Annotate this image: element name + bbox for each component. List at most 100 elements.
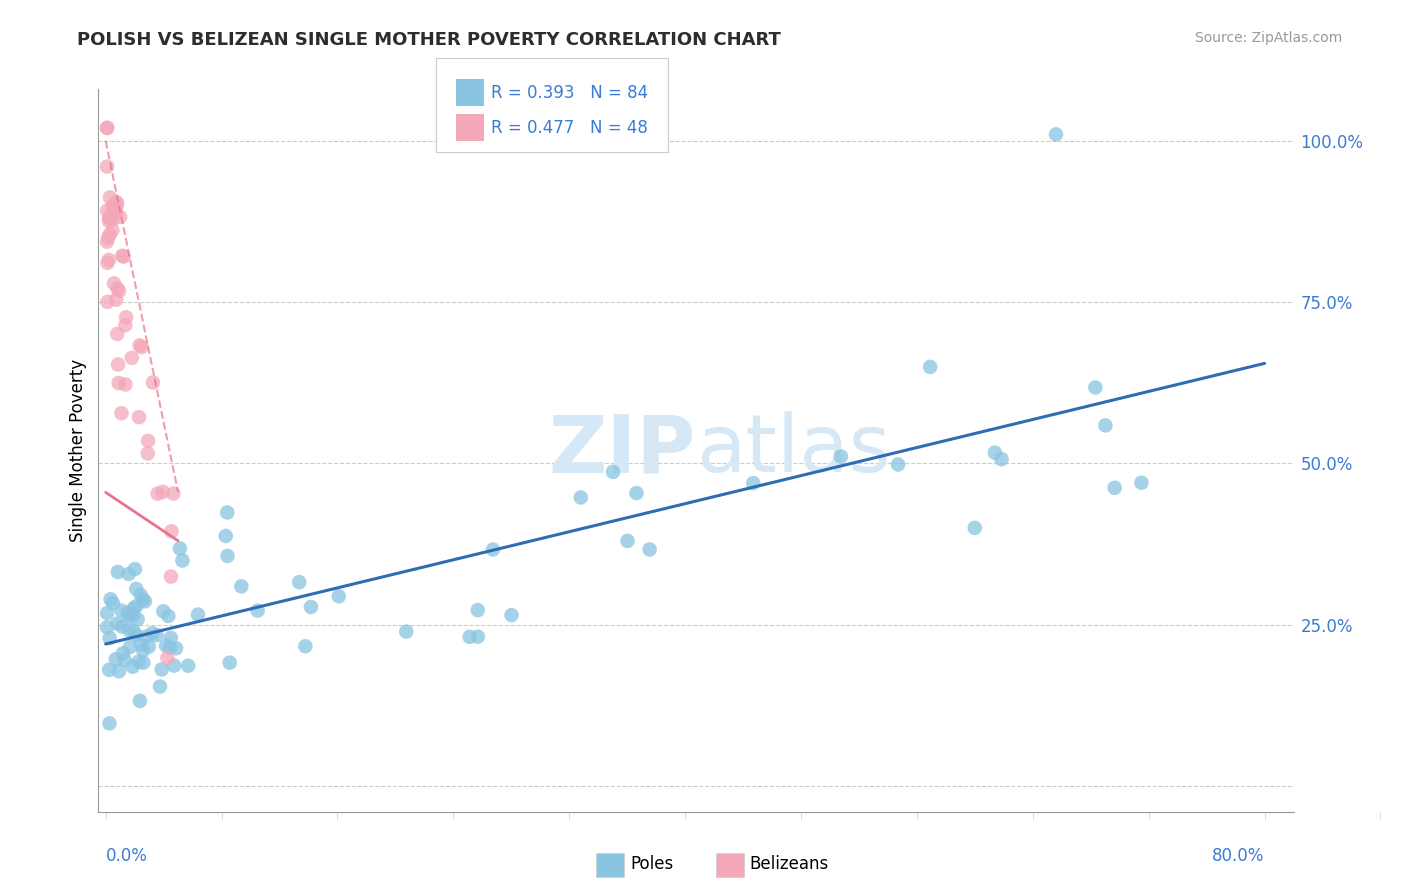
- Point: [132, 643, 155, 657]
- Point: [1045, 128, 1067, 142]
- Point: [288, 575, 311, 590]
- Point: [136, 434, 159, 448]
- Point: [105, 195, 128, 210]
- Point: [134, 594, 156, 608]
- Point: [742, 476, 765, 491]
- Point: [328, 590, 350, 604]
- Point: [467, 603, 489, 617]
- Point: [231, 579, 253, 593]
- Point: [98, 227, 121, 242]
- Point: [984, 445, 1007, 459]
- Point: [124, 562, 146, 576]
- Point: [172, 553, 194, 567]
- Point: [1130, 475, 1153, 490]
- Text: 0.0%: 0.0%: [105, 847, 148, 865]
- Point: [115, 310, 138, 325]
- Point: [96, 120, 118, 135]
- Y-axis label: Single Mother Poverty: Single Mother Poverty: [69, 359, 87, 542]
- Point: [121, 351, 143, 365]
- Point: [152, 604, 174, 618]
- Point: [482, 542, 505, 557]
- Point: [96, 256, 118, 270]
- Point: [169, 541, 191, 556]
- Point: [117, 606, 139, 620]
- Point: [138, 640, 160, 654]
- Point: [105, 616, 128, 631]
- Point: [101, 213, 124, 227]
- Point: [132, 592, 155, 607]
- Point: [299, 599, 322, 614]
- Point: [96, 606, 118, 620]
- Point: [1104, 481, 1126, 495]
- Point: [131, 340, 153, 354]
- Point: [127, 612, 149, 626]
- Point: [112, 250, 135, 264]
- Point: [98, 210, 121, 224]
- Point: [105, 293, 128, 307]
- Point: [162, 486, 184, 500]
- Point: [125, 582, 148, 596]
- Point: [149, 680, 172, 694]
- Point: [1084, 380, 1107, 394]
- Point: [105, 202, 128, 216]
- Point: [616, 533, 638, 548]
- Point: [160, 631, 183, 645]
- Point: [101, 596, 124, 610]
- Point: [395, 624, 418, 639]
- Point: [97, 214, 120, 228]
- Point: [990, 452, 1012, 467]
- Point: [101, 198, 124, 212]
- Point: [100, 592, 122, 607]
- Point: [98, 716, 121, 731]
- Point: [114, 318, 136, 332]
- Point: [96, 120, 118, 135]
- Point: [96, 203, 118, 218]
- Point: [110, 406, 132, 420]
- Point: [501, 608, 523, 623]
- Point: [128, 410, 150, 425]
- Point: [118, 640, 141, 654]
- Point: [107, 376, 129, 390]
- Point: [111, 619, 134, 633]
- Point: [160, 569, 183, 583]
- Point: [111, 249, 134, 263]
- Point: [125, 599, 148, 614]
- Point: [458, 630, 481, 644]
- Text: POLISH VS BELIZEAN SINGLE MOTHER POVERTY CORRELATION CHART: POLISH VS BELIZEAN SINGLE MOTHER POVERTY…: [77, 31, 782, 49]
- Point: [146, 486, 169, 500]
- Text: Source: ZipAtlas.com: Source: ZipAtlas.com: [1195, 31, 1343, 45]
- Point: [217, 549, 239, 563]
- Point: [111, 646, 134, 660]
- Point: [122, 601, 145, 615]
- Point: [104, 206, 127, 220]
- Point: [96, 160, 118, 174]
- Text: Belizeans: Belizeans: [749, 855, 828, 873]
- Text: R = 0.393   N = 84: R = 0.393 N = 84: [491, 84, 648, 102]
- Point: [105, 326, 128, 341]
- Point: [110, 604, 132, 618]
- Point: [152, 484, 174, 499]
- Point: [887, 458, 910, 472]
- Point: [218, 656, 240, 670]
- Point: [163, 658, 186, 673]
- Point: [128, 694, 150, 708]
- Point: [217, 506, 239, 520]
- Point: [136, 446, 159, 460]
- Point: [830, 450, 852, 464]
- Point: [128, 655, 150, 669]
- Point: [141, 626, 163, 640]
- Text: R = 0.477   N = 48: R = 0.477 N = 48: [491, 119, 648, 136]
- Text: 80.0%: 80.0%: [1212, 847, 1264, 865]
- Point: [114, 377, 136, 392]
- Point: [569, 491, 592, 505]
- Point: [121, 659, 143, 673]
- Point: [108, 664, 131, 678]
- Point: [135, 630, 157, 644]
- Point: [132, 656, 155, 670]
- Point: [98, 663, 121, 677]
- Point: [103, 277, 125, 291]
- Point: [118, 566, 141, 581]
- Point: [114, 653, 136, 667]
- Point: [142, 376, 165, 390]
- Point: [602, 465, 624, 479]
